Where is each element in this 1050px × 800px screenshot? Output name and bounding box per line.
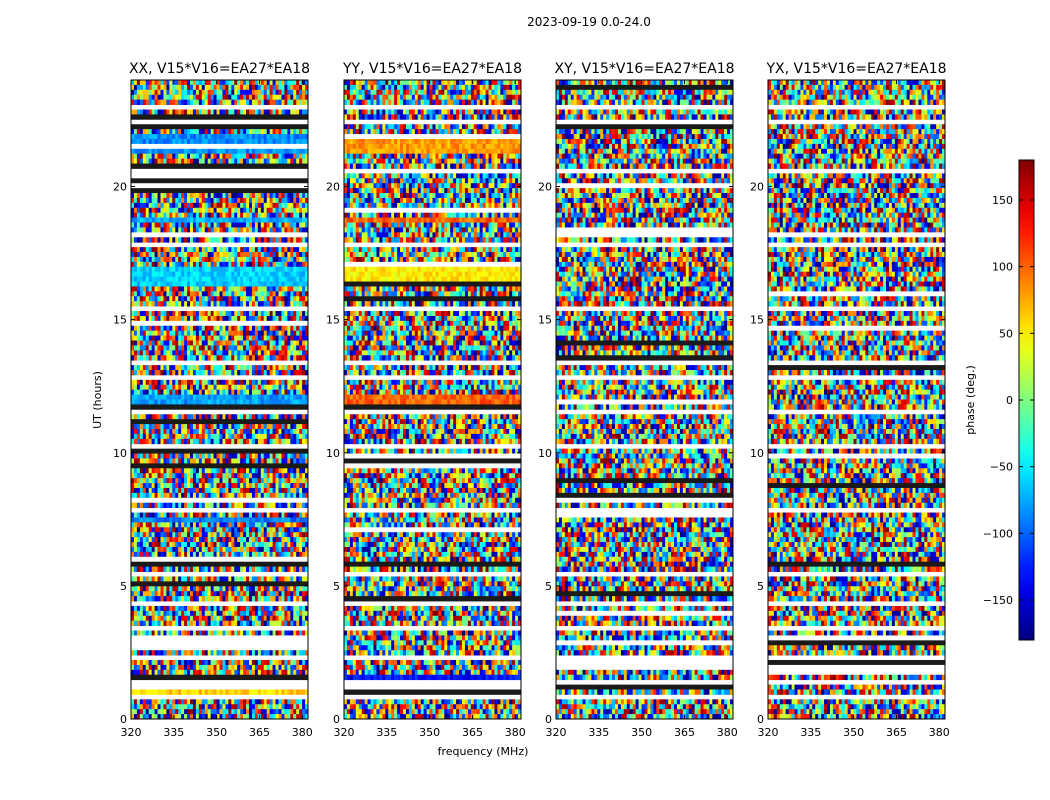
x-tick-label: 380 — [717, 726, 738, 739]
y-tick-label: 0 — [545, 713, 552, 726]
y-axis-label: UT (hours) — [91, 371, 104, 429]
y-tick-label: 5 — [757, 580, 764, 593]
y-tick-label: 5 — [120, 580, 127, 593]
colorbar-label: phase (deg.) — [964, 365, 977, 435]
panel-yy: YY, V15*V16=EA27*EA18 320 335 350 365 380 0 5 10… — [326, 61, 526, 739]
y-tick-label: 0 — [757, 713, 764, 726]
panel-frame — [130, 79, 309, 720]
x-tick-label: 320 — [758, 726, 779, 739]
x-tick-label: 350 — [206, 726, 227, 739]
y-tick-label: 20 — [750, 181, 764, 194]
y-tick-label: 20 — [538, 181, 552, 194]
y-tick-label: 15 — [750, 314, 764, 327]
x-tick-label: 335 — [376, 726, 397, 739]
colorbar-tick-label: −100 — [983, 527, 1013, 540]
y-tick-label: 0 — [120, 713, 127, 726]
y-tick-label: 10 — [113, 447, 127, 460]
y-tick-label: 10 — [538, 447, 552, 460]
x-tick-label: 335 — [588, 726, 609, 739]
panel-frame — [767, 79, 946, 720]
panel-yx: YX, V15*V16=EA27*EA18 320 335 350 365 380 0 5 10… — [750, 61, 950, 739]
y-tick-label: 20 — [113, 181, 127, 194]
panel-xy: XY, V15*V16=EA27*EA18 320 335 350 365 380 0 5 10… — [538, 61, 738, 739]
x-tick-label: 320 — [121, 726, 142, 739]
x-tick-label: 365 — [249, 726, 270, 739]
y-tick-label: 20 — [326, 181, 340, 194]
x-tick-label: 320 — [546, 726, 567, 739]
x-tick-label: 365 — [674, 726, 695, 739]
panel-frame — [343, 79, 522, 720]
x-tick-label: 335 — [800, 726, 821, 739]
y-tick-label: 15 — [113, 314, 127, 327]
y-tick-label: 10 — [326, 447, 340, 460]
y-tick-label: 0 — [333, 713, 340, 726]
x-axis-label: frequency (MHz) — [438, 745, 529, 758]
x-tick-label: 365 — [462, 726, 483, 739]
colorbar-tick-label: 150 — [992, 194, 1013, 207]
colorbar: 150 100 50 0 −50 −100 −150 — [983, 159, 1035, 641]
colorbar-tick-label: 50 — [999, 327, 1013, 340]
x-tick-label: 350 — [631, 726, 652, 739]
colorbar-tick-label: 0 — [1006, 394, 1013, 407]
y-tick-label: 5 — [333, 580, 340, 593]
x-tick-label: 350 — [843, 726, 864, 739]
y-tick-label: 5 — [545, 580, 552, 593]
panel-title: YX, V15*V16=EA27*EA18 — [765, 61, 946, 77]
colorbar-tick-label: −150 — [983, 594, 1013, 607]
y-tick-label: 10 — [750, 447, 764, 460]
panels: XX, V15*V16=EA27*EA18 320 335 350 365 380 0 5 10… — [113, 61, 950, 739]
x-tick-label: 350 — [419, 726, 440, 739]
x-tick-label: 380 — [929, 726, 950, 739]
panel-title: XX, V15*V16=EA27*EA18 — [129, 61, 310, 77]
colorbar-tick-label: −50 — [990, 461, 1013, 474]
colorbar-tick-label: 100 — [992, 261, 1013, 274]
phase-image — [768, 80, 945, 719]
figure-title: 2023-09-19 0.0-24.0 — [527, 15, 651, 29]
x-tick-label: 365 — [886, 726, 907, 739]
x-tick-label: 380 — [505, 726, 526, 739]
panel-xx: XX, V15*V16=EA27*EA18 320 335 350 365 380 0 5 10… — [113, 61, 313, 739]
panel-title: YY, V15*V16=EA27*EA18 — [342, 61, 522, 77]
panel-title: XY, V15*V16=EA27*EA18 — [554, 61, 734, 77]
x-tick-label: 320 — [334, 726, 355, 739]
y-tick-label: 15 — [538, 314, 552, 327]
phase-image — [131, 80, 308, 719]
phase-image — [344, 80, 521, 719]
panel-frame — [555, 79, 734, 720]
x-tick-label: 380 — [292, 726, 313, 739]
x-tick-label: 335 — [163, 726, 184, 739]
y-tick-label: 15 — [326, 314, 340, 327]
phase-image — [556, 80, 733, 719]
